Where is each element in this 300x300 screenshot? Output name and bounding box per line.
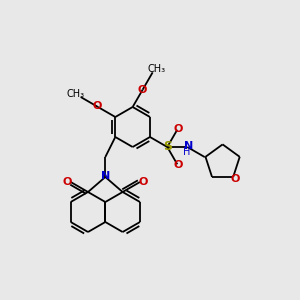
Text: N: N <box>101 171 110 181</box>
Text: O: O <box>92 101 102 111</box>
Text: O: O <box>174 160 183 170</box>
Text: CH₃: CH₃ <box>67 89 85 99</box>
Text: O: O <box>230 174 240 184</box>
Text: CH₃: CH₃ <box>148 64 166 74</box>
Text: O: O <box>63 177 72 187</box>
Text: O: O <box>138 85 147 95</box>
Text: N: N <box>184 141 193 151</box>
Text: S: S <box>163 140 172 154</box>
Text: H: H <box>183 147 190 157</box>
Text: O: O <box>174 124 183 134</box>
Text: O: O <box>138 177 148 187</box>
